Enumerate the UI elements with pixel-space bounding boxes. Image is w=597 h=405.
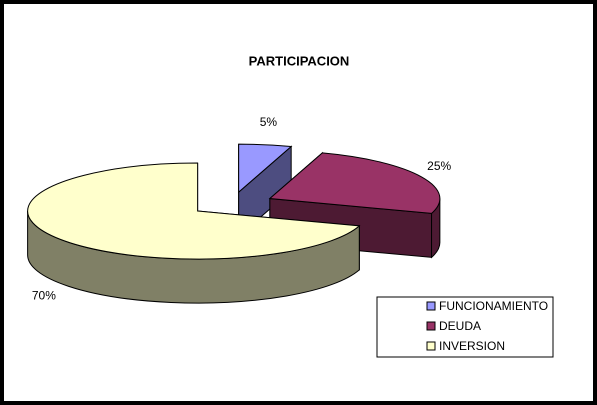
legend-label: FUNCIONAMIENTO	[439, 299, 548, 313]
legend-box	[376, 296, 554, 358]
legend-label: DEUDA	[439, 319, 481, 333]
data-label: 5%	[260, 115, 278, 129]
pie-slice	[238, 143, 293, 194]
legend-swatch	[426, 301, 436, 311]
legend-label: INVERSION	[439, 339, 505, 353]
legend-swatch	[426, 341, 436, 351]
pie-slice	[268, 152, 441, 214]
legend-swatch	[426, 321, 436, 331]
data-label: 70%	[32, 288, 56, 302]
data-label: 25%	[427, 159, 451, 173]
pie-slice	[27, 162, 361, 260]
chart-title: PARTICIPACION	[249, 53, 350, 68]
